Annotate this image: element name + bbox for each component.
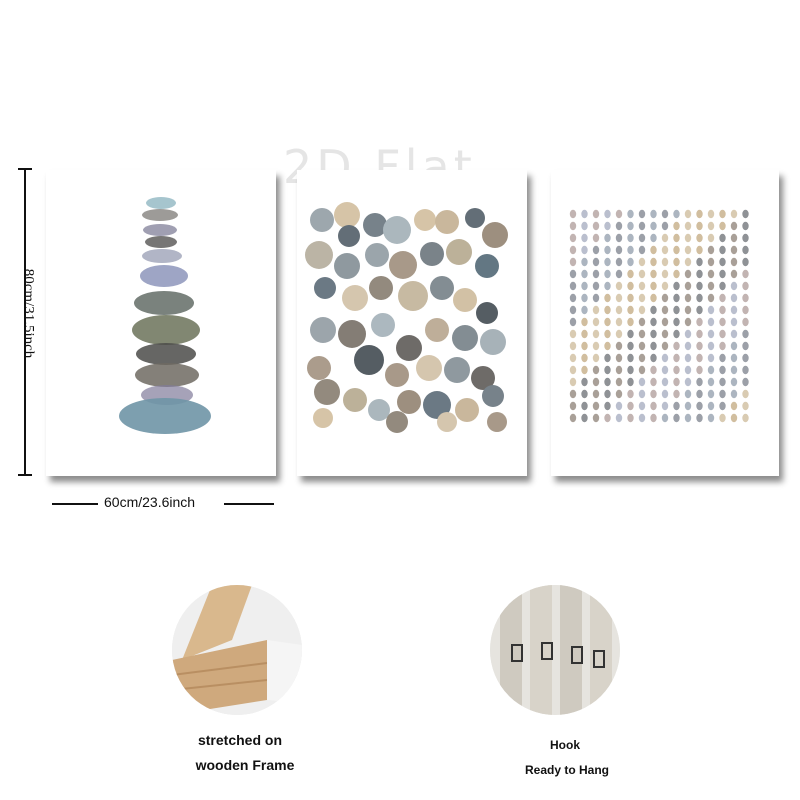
watercolor-circles-artwork [305,202,508,433]
width-dimension-line-right [224,503,274,505]
canvas-panel-dots [551,170,779,476]
stacked-stones-artwork [119,197,211,434]
wooden-frame-photo [172,585,302,715]
hook-photo [490,585,620,715]
height-dimension-label: 80cm/31.5inch [20,268,37,359]
canvas-panel-circles [297,170,527,476]
hook-caption-line2: Ready to Hang [524,763,609,777]
canvas-panel-stones [46,170,276,476]
hook-caption-line1: Hook [550,738,580,752]
width-dimension-line-left [52,503,98,505]
width-dimension-label: 60cm/23.6inch [104,494,196,510]
frame-caption-line2: wooden Frame [195,757,295,773]
dimension-cap-bottom [18,474,32,476]
height-dimension-line [24,168,26,476]
frame-caption-line1: stretched on [197,732,282,748]
watercolor-dot-grid-artwork [569,209,749,423]
